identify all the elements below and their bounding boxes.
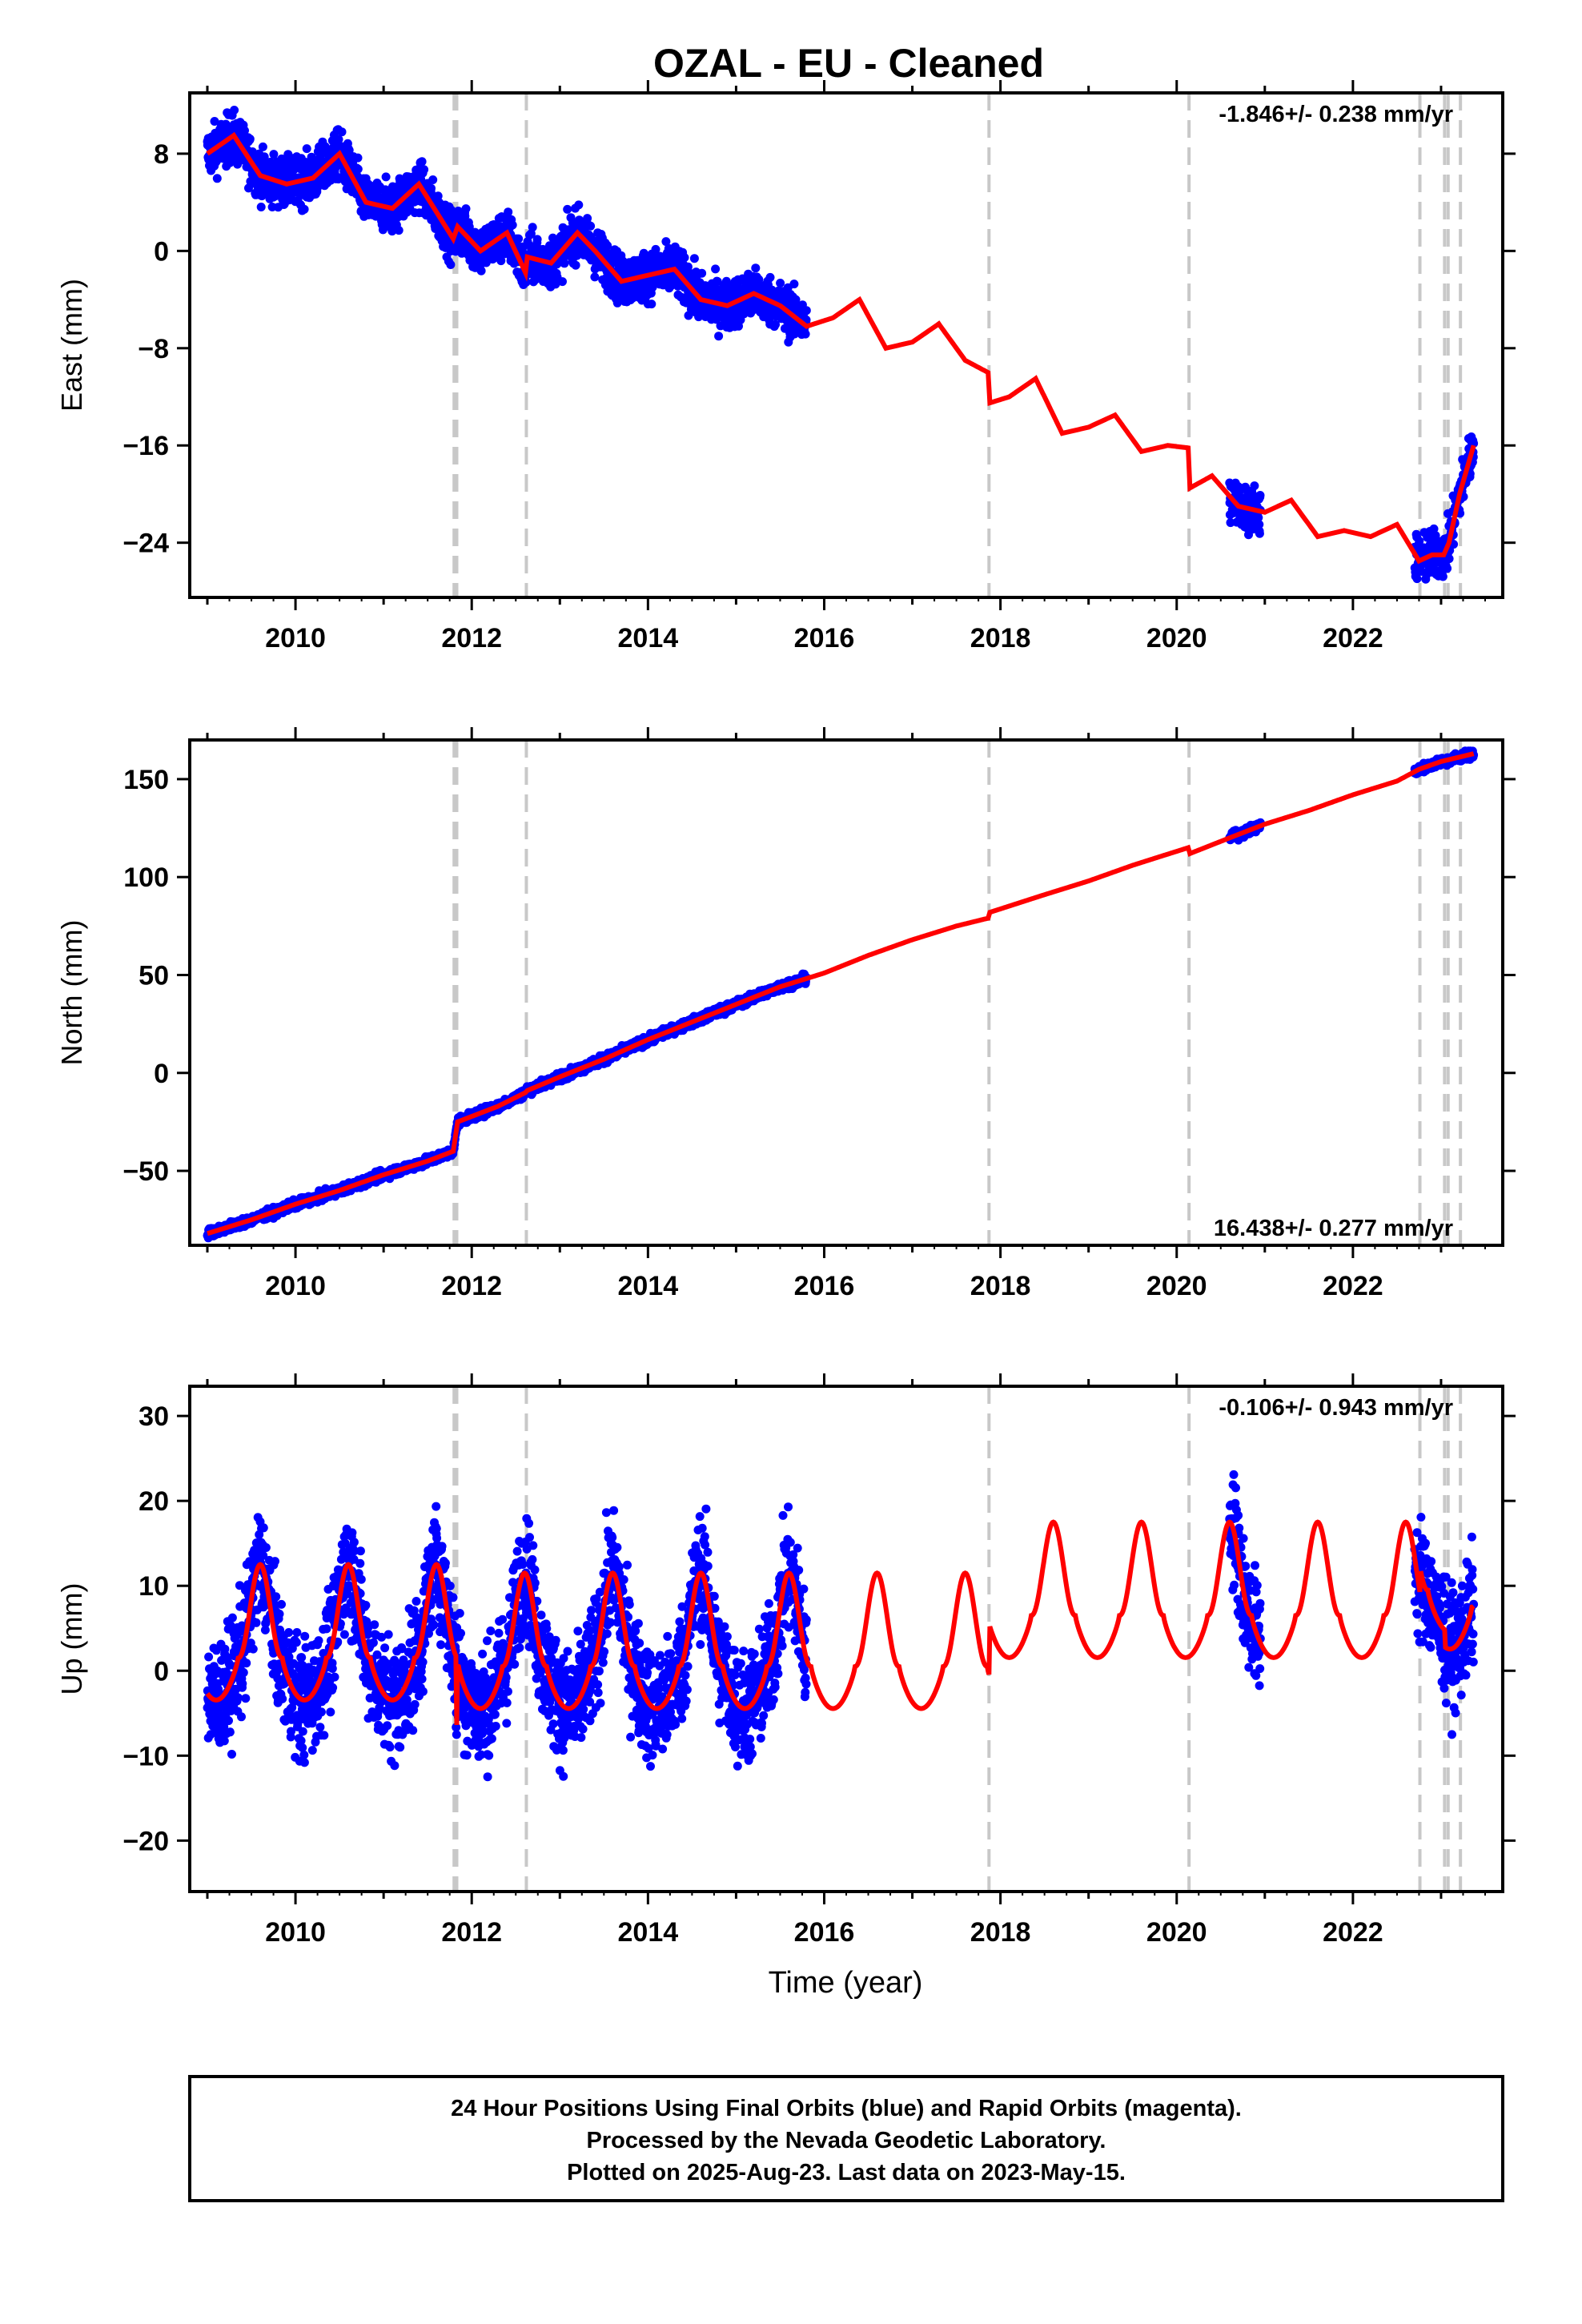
data-point — [353, 164, 363, 174]
figure-title: OZAL - EU - Cleaned — [653, 41, 1044, 86]
east-offset-lines — [452, 93, 1463, 597]
data-point — [697, 268, 707, 278]
x-tick-label: 2010 — [265, 623, 326, 653]
north-panel: 2010 2012 2014 2016 2018 2020 2022 150100500−5… — [55, 727, 1516, 1301]
data-point — [476, 266, 486, 275]
east-observations — [203, 106, 1479, 584]
y-tick-label: 0 — [154, 236, 169, 267]
data-point — [1412, 574, 1422, 584]
data-point — [245, 135, 255, 143]
data-point — [528, 223, 537, 232]
x-tick-label: 2014 — [618, 623, 679, 653]
data-point — [299, 204, 309, 214]
data-point — [1255, 529, 1264, 538]
east-y-axis: 8 0 −8 −16 −24 — [122, 139, 1516, 559]
data-point — [563, 204, 572, 214]
data-point — [651, 244, 661, 254]
data-point — [337, 127, 347, 137]
data-point — [751, 263, 761, 273]
data-point — [433, 191, 443, 201]
x-tick-label: 2018 — [970, 623, 1031, 653]
data-point — [739, 309, 749, 319]
data-point — [771, 320, 780, 329]
data-point — [586, 221, 596, 231]
east-panel: 2010 2012 2014 2016 2018 2020 2022 80−8−16−24 … — [55, 80, 1516, 653]
data-point — [583, 214, 592, 223]
data-point — [1255, 491, 1265, 500]
data-point — [689, 254, 699, 263]
data-point — [460, 211, 470, 221]
data-point — [461, 204, 471, 214]
north-offset-lines — [452, 740, 1463, 1245]
data-point — [428, 175, 438, 184]
data-point — [765, 272, 775, 282]
y-tick-label: 8 — [154, 139, 169, 170]
east-rate-label: -1.846+/- 0.238 mm/yr — [1219, 102, 1453, 127]
data-point — [394, 226, 404, 235]
data-point — [1438, 572, 1447, 581]
data-point — [1443, 564, 1452, 573]
north-observations — [203, 746, 1479, 1243]
data-point — [721, 276, 731, 286]
data-point — [1444, 554, 1454, 564]
east-x-axis: 2010 2012 2014 2016 2018 2020 2022 — [206, 80, 1486, 653]
data-point — [571, 260, 580, 270]
data-point — [661, 237, 671, 247]
data-point — [258, 142, 267, 151]
data-point — [417, 157, 427, 167]
data-point — [590, 272, 600, 282]
data-point — [1255, 520, 1264, 529]
data-point — [381, 172, 391, 182]
east-y-axis-label: East (mm) — [55, 279, 88, 412]
y-tick-label: −24 — [122, 529, 169, 559]
data-point — [334, 173, 343, 183]
east-model-curve — [206, 131, 1476, 565]
x-tick-label: 2020 — [1146, 623, 1207, 653]
data-point — [420, 165, 429, 175]
data-point — [508, 220, 517, 230]
x-tick-label: 2016 — [794, 623, 855, 653]
data-point — [496, 256, 506, 266]
data-point — [711, 264, 721, 274]
data-point — [514, 234, 524, 243]
data-point — [334, 135, 343, 144]
data-point — [558, 277, 567, 287]
data-point — [789, 279, 799, 289]
data-point — [683, 262, 693, 271]
data-point — [801, 306, 811, 316]
data-point — [574, 200, 584, 210]
y-tick-label: −16 — [122, 431, 169, 461]
data-point — [256, 203, 266, 211]
data-point — [259, 152, 269, 162]
data-point — [714, 332, 724, 341]
data-point — [1415, 537, 1424, 546]
data-point — [269, 150, 279, 159]
data-point — [353, 153, 363, 163]
data-point — [212, 174, 222, 183]
data-point — [1250, 481, 1259, 491]
data-point — [427, 183, 436, 193]
y-tick-label: −8 — [138, 334, 169, 364]
data-point — [776, 279, 785, 287]
data-point — [302, 144, 311, 154]
data-point — [504, 207, 513, 217]
data-point — [647, 300, 656, 309]
data-point — [240, 126, 249, 135]
data-point — [680, 253, 689, 263]
data-point — [603, 241, 612, 251]
data-point — [801, 329, 810, 339]
data-point — [521, 277, 531, 287]
data-point — [1254, 513, 1263, 522]
data-point — [230, 106, 239, 115]
data-point — [210, 117, 219, 126]
data-point — [446, 260, 456, 269]
data-point — [344, 146, 354, 155]
x-tick-label: 2012 — [441, 623, 502, 653]
data-point — [560, 259, 569, 268]
data-point — [1429, 524, 1439, 533]
data-point — [532, 235, 542, 244]
x-tick-label: 2022 — [1323, 623, 1383, 653]
